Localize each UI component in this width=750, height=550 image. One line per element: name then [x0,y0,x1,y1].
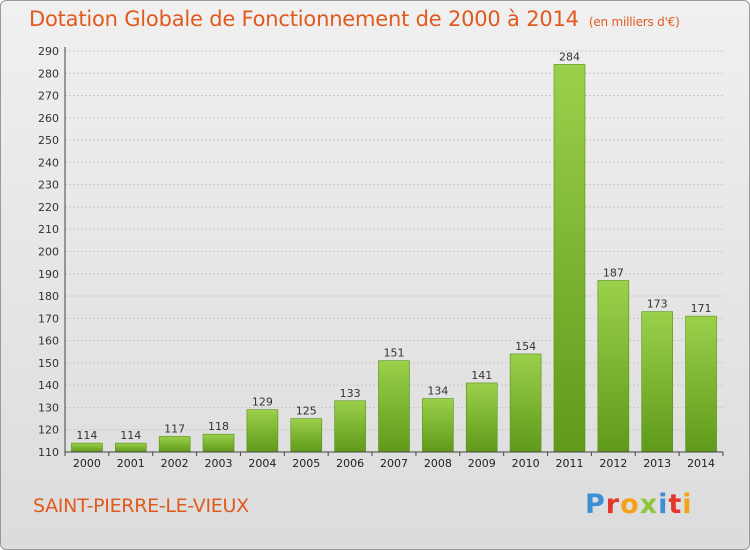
data-label: 151 [384,347,405,360]
x-tick-label: 2005 [292,457,320,470]
bars: 114 114 117 118 129 125 133 151 134 141 154 284 187 1… [71,50,717,453]
bar [685,315,717,453]
y-tick-label: 150 [38,357,59,370]
bar [115,442,147,453]
x-tick-label: 2014 [687,457,715,470]
y-tick-label: 250 [38,134,59,147]
bar [553,64,586,453]
data-label: 118 [208,420,229,433]
y-tick-label: 230 [38,179,59,192]
x-tick-label: 2010 [512,457,540,470]
y-tick-label: 180 [38,290,59,303]
y-tick-label: 200 [38,246,59,259]
data-label: 154 [515,340,536,353]
data-label: 284 [559,50,580,63]
y-tick-label: 220 [38,201,59,214]
logo-letter: i [658,489,669,520]
data-label: 171 [691,302,712,315]
x-tick-label: 2003 [205,457,233,470]
y-tick-label: 120 [38,424,59,437]
bar [465,382,498,453]
logo-letter: x [639,489,659,520]
logo-letter: r [605,489,621,520]
x-tick-label: 2008 [424,457,452,470]
x-tick-label: 2011 [555,457,583,470]
y-tick-label: 260 [38,112,59,125]
commune-name: SAINT-PIERRE-LE-VIEUX [33,495,249,517]
x-tick-label: 2004 [248,457,276,470]
x-tick-label: 2001 [117,457,145,470]
data-label: 187 [603,266,624,279]
y-tick-label: 190 [38,268,59,281]
x-tick-label: 2000 [73,457,101,470]
data-label: 129 [252,396,273,409]
y-tick-label: 170 [38,312,59,325]
data-label: 114 [76,429,97,442]
bar [158,436,191,453]
logo-letter: t [668,489,683,520]
x-tick-label: 2009 [468,457,496,470]
x-tick-label: 2012 [599,457,627,470]
bar [71,442,103,453]
bar [334,400,366,453]
y-tick-label: 270 [38,90,59,103]
bar [378,360,410,453]
y-tick-label: 140 [38,379,59,392]
bar [290,418,323,453]
proxiti-logo: Proxiti [585,489,693,520]
data-label: 173 [647,298,668,311]
data-label: 125 [296,405,317,418]
bar [422,398,454,453]
logo-letter: P [585,489,606,520]
data-label: 133 [340,387,361,400]
data-label: 117 [164,422,185,435]
bar [597,280,630,453]
y-tick-label: 210 [38,223,59,236]
y-tick-label: 290 [38,45,59,58]
y-tick-label: 110 [38,446,59,459]
axes: 110 120 130 140 150 160 170 180 190 200 210 220 230 2… [38,45,724,470]
y-tick-label: 160 [38,335,59,348]
x-tick-label: 2007 [380,457,408,470]
y-tick-label: 130 [38,401,59,414]
x-tick-label: 2006 [336,457,364,470]
chart-subtitle: (en milliers d'€) [588,15,680,29]
chart-title: Dotation Globale de Fonctionnement de 20… [29,7,680,31]
x-tick-label: 2002 [161,457,189,470]
data-label: 114 [120,429,141,442]
bar [246,409,279,453]
bar [202,433,235,453]
chart-title-text: Dotation Globale de Fonctionnement de 20… [29,7,579,31]
bar [509,353,542,453]
y-tick-label: 240 [38,156,59,169]
data-label: 134 [427,385,448,398]
bar [641,311,674,453]
logo-letter: o [620,489,640,520]
y-tick-label: 280 [38,67,59,80]
data-label: 141 [471,369,492,382]
logo-letter: i [682,489,693,520]
x-tick-label: 2013 [643,457,671,470]
